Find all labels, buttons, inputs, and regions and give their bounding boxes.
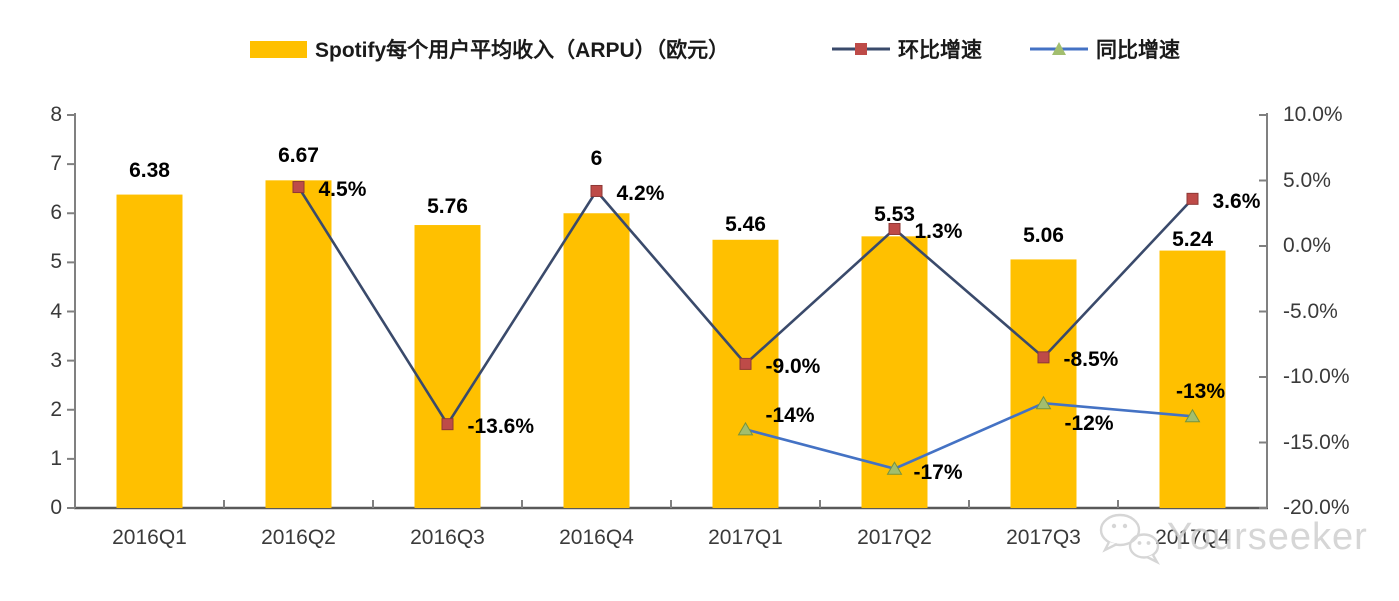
- legend-yoy-label: 同比增速: [1096, 39, 1180, 62]
- watermark-text: Yourseeker: [1167, 515, 1368, 558]
- qoq-marker-square: [292, 181, 305, 194]
- bar: [1010, 259, 1077, 508]
- qoq-marker-square: [1186, 192, 1199, 205]
- yoy-line: [745, 401, 1193, 471]
- legend-item-arpu: Spotify每个用户平均收入（ARPU）（欧元）: [250, 36, 729, 62]
- qoq-line-marker-icon: [832, 36, 890, 62]
- bar: [712, 239, 779, 508]
- legend-item-yoy: 同比增速: [1030, 36, 1180, 62]
- yoy-marker-triangle: [737, 421, 754, 436]
- legend-item-qoq: 环比增速: [832, 36, 982, 62]
- bar: [414, 225, 481, 509]
- yoy-marker-triangle: [1184, 408, 1201, 423]
- bar: [563, 213, 630, 508]
- bar: [265, 180, 332, 508]
- yoy-line-marker-icon: [1030, 36, 1088, 62]
- qoq-marker-square: [441, 418, 454, 431]
- yoy-marker-triangle: [1035, 395, 1052, 410]
- bar-series-swatch-icon: [250, 40, 307, 58]
- bar: [1159, 250, 1226, 508]
- qoq-marker-square: [1037, 351, 1050, 364]
- watermark: Yourseeker: [1093, 508, 1368, 566]
- legend-qoq-label: 环比增速: [898, 39, 982, 62]
- legend-arpu-label: Spotify每个用户平均收入（ARPU）（欧元）: [315, 39, 730, 62]
- bar: [116, 194, 183, 508]
- qoq-marker-square: [739, 357, 752, 370]
- wechat-icon: [1099, 513, 1161, 565]
- qoq-marker-square: [590, 184, 603, 197]
- yoy-marker-triangle: [886, 461, 903, 475]
- qoq-marker-square: [888, 222, 901, 235]
